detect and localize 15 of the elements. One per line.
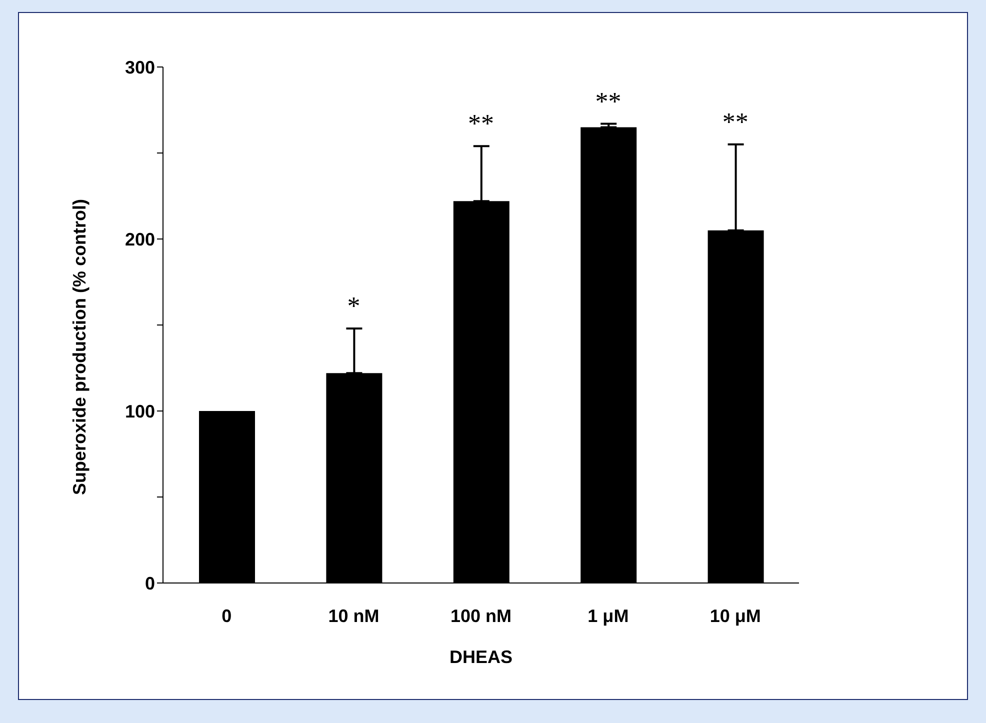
y-tick-label: 100 [124,401,155,422]
y-tick-label: 300 [124,57,155,78]
y-tick-label: 0 [144,573,155,594]
y-tick-label: 200 [124,229,155,250]
x-tick-label: 0 [222,606,232,626]
y-axis-title: Superoxide production (% control) [69,198,90,495]
x-tick-label: 100 nM [450,606,512,626]
x-tick-label: 10 nM [328,606,380,626]
x-tick-label: 10 μM [710,606,761,626]
annotation: ** [595,86,622,116]
x-tick-label: 1 μM [588,606,629,626]
x-axis-title: DHEAS [449,647,513,667]
annotation: ** [468,109,494,138]
annotation: ** [722,107,748,136]
annotation: * [347,291,360,320]
